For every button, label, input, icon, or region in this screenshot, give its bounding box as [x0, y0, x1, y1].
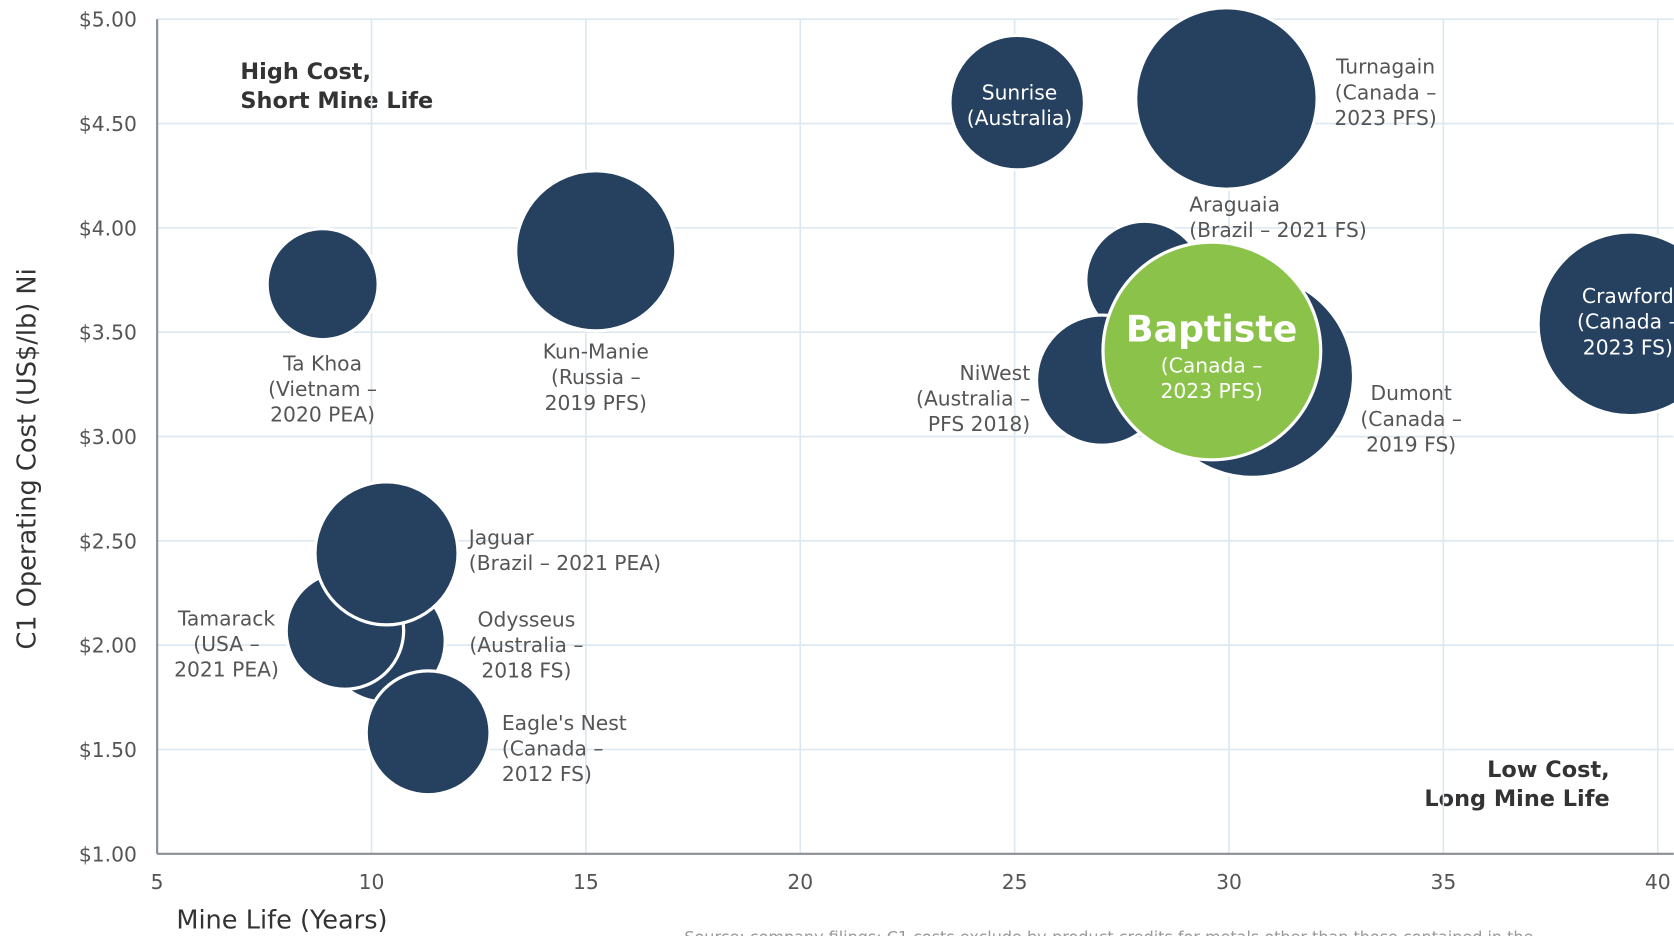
y-tick-label: $2.00 — [79, 634, 137, 658]
bubble-label: (Brazil – 2021 FS) — [1189, 218, 1367, 242]
bubble-label: (Australia) — [967, 106, 1072, 130]
x-axis-label: Mine Life (Years) — [176, 906, 387, 936]
annotation: Long Mine Life — [1424, 786, 1609, 812]
y-tick-label: $2.50 — [79, 529, 137, 553]
bubble-label: Sunrise — [982, 80, 1058, 104]
y-tick-label: $1.00 — [79, 842, 137, 866]
y-tick-label: $5.00 — [79, 8, 137, 32]
annotation: High Cost, — [240, 59, 371, 85]
bubble-label: 2018 FS) — [481, 659, 571, 683]
bubble-label: (Australia – — [916, 387, 1030, 411]
bubble-label: (Canada – — [502, 737, 604, 761]
bubble-label: Araguaia — [1189, 192, 1280, 216]
bubble-label: (Canada – — [1335, 80, 1437, 104]
bubble-label: 2023 FS) — [1583, 335, 1673, 359]
annotation: Short Mine Life — [240, 88, 433, 114]
bubble-label: NiWest — [960, 361, 1031, 385]
x-tick-label: 5 — [151, 870, 164, 894]
bubble-label: Turnagain — [1335, 55, 1435, 79]
bubble — [265, 227, 380, 342]
bubble — [948, 33, 1087, 172]
bubble-label: Ta Khoa — [282, 351, 362, 375]
bubble-label: PFS 2018) — [928, 412, 1030, 436]
annotation: Low Cost, — [1487, 757, 1610, 783]
bubble-label: (USA – — [193, 632, 259, 656]
bubble — [313, 480, 460, 627]
bubble-label: Eagle's Nest — [502, 711, 627, 735]
source-note: Source: company filings; C1 costs exclud… — [684, 927, 1533, 936]
y-tick-label: $3.50 — [79, 321, 137, 345]
bubble-label: 2019 PFS) — [545, 391, 647, 415]
bubble — [514, 169, 678, 333]
bubble — [1134, 6, 1319, 191]
bubble-label: Kun-Manie — [543, 340, 649, 364]
bubble-label: Jaguar — [467, 525, 535, 549]
y-axis-label: C1 Operating Cost (US$/lb) Ni — [12, 268, 42, 649]
bubble-label: 2019 FS) — [1366, 432, 1456, 456]
x-tick-label: 25 — [1002, 870, 1028, 894]
bubble — [1536, 230, 1674, 418]
bubble — [1101, 240, 1323, 462]
bubble-label: Baptiste — [1126, 308, 1297, 351]
x-tick-label: 40 — [1645, 870, 1671, 894]
bubble-label: (Australia – — [469, 633, 583, 657]
bubble-label: 2020 PEA) — [270, 403, 375, 427]
x-tick-label: 35 — [1430, 870, 1456, 894]
x-tick-label: 20 — [787, 870, 813, 894]
x-tick-label: 15 — [573, 870, 599, 894]
bubble-label: (Canada – — [1161, 353, 1263, 377]
bubble-label: 2023 PFS) — [1160, 379, 1262, 403]
bubble-label: (Russia – — [551, 365, 641, 389]
y-tick-label: $4.00 — [79, 216, 137, 240]
bubble-label: 2023 PFS) — [1334, 106, 1436, 130]
bubble-label: (Brazil – 2021 PEA) — [469, 551, 661, 575]
bubble-label: 2012 FS) — [502, 762, 592, 786]
bubble-label: (Vietnam – — [268, 377, 377, 401]
bubble-label: (Canada – — [1577, 310, 1674, 334]
y-tick-label: $3.00 — [79, 425, 137, 449]
bubble-label: Dumont — [1370, 381, 1451, 405]
x-tick-label: 10 — [359, 870, 385, 894]
bubble — [364, 669, 492, 797]
bubble-label: (Canada – — [1360, 407, 1462, 431]
y-tick-label: $1.50 — [79, 738, 137, 762]
bubble-label: Odysseus — [478, 607, 576, 631]
bubble-label: Tamarack — [177, 606, 275, 630]
y-tick-label: $4.50 — [79, 112, 137, 136]
bubble-label: Crawford — [1582, 284, 1674, 308]
bubble-label: 2021 PEA) — [174, 658, 279, 682]
x-tick-label: 30 — [1216, 870, 1242, 894]
